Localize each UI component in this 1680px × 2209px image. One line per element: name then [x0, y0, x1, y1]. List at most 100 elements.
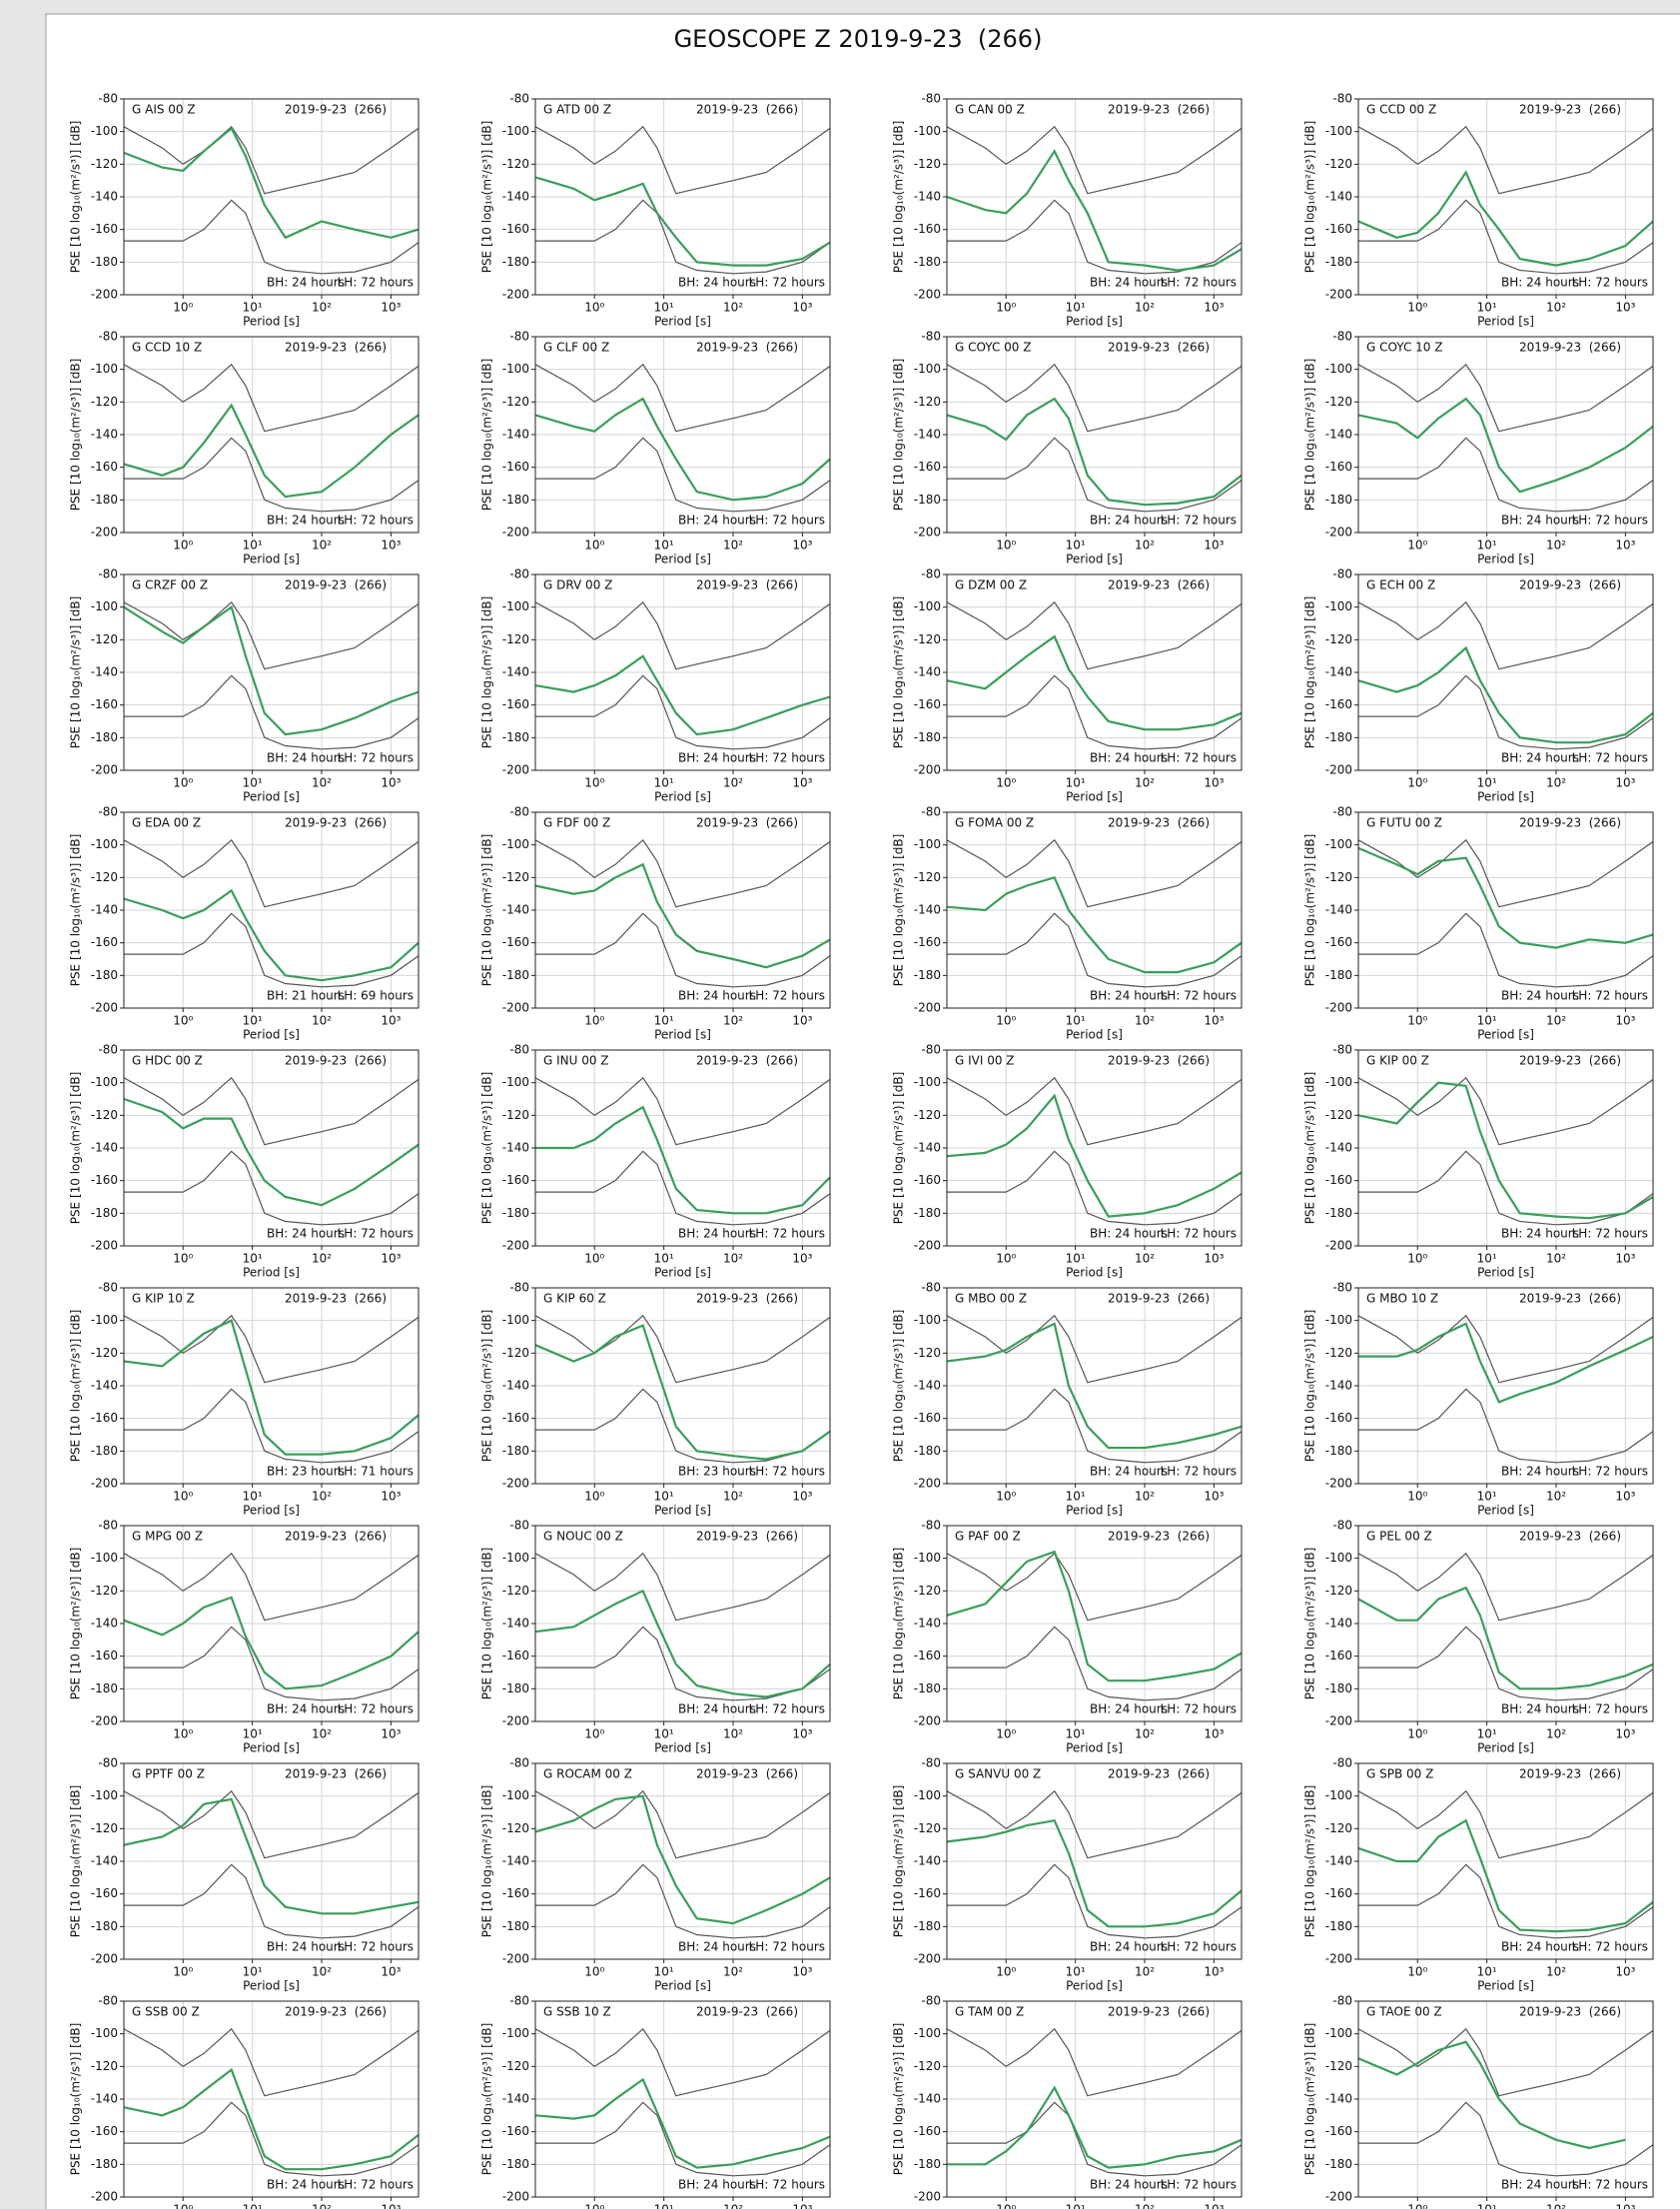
panel-title: G CCD 10 Z: [132, 341, 202, 355]
x-tick-label: 10⁰: [1407, 301, 1427, 315]
x-axis-label: Period [s]: [654, 552, 711, 566]
panel-title: G NOUC 00 Z: [543, 1530, 623, 1544]
series-line: [124, 1150, 420, 1226]
y-axis-label: PSE [10 log₁₀(m²/s³)] [dB]: [69, 121, 83, 274]
series-line: [1357, 2027, 1654, 2097]
panel-title: G CLF 00 Z: [543, 341, 609, 355]
annotation: BH: 24 hours: [267, 276, 345, 290]
y-axis-label: PSE [10 log₁₀(m²/s³)] [dB]: [480, 1072, 494, 1225]
annotation: BH: 24 hours: [1090, 276, 1168, 290]
annotation: LH: 72 hours: [1572, 514, 1648, 528]
y-tick-label: -80: [509, 92, 529, 106]
y-tick-label: -100: [91, 2026, 118, 2040]
y-tick-label: -80: [921, 330, 941, 344]
y-tick-label: -120: [91, 157, 118, 171]
panel-subtitle: 2019-9-23 (266): [1519, 578, 1621, 592]
y-tick-label: -140: [502, 1379, 529, 1393]
y-tick-label: -120: [502, 395, 529, 409]
x-tick-label: 10³: [381, 1014, 401, 1028]
y-tick-label: -100: [502, 124, 529, 138]
series-line: [124, 437, 420, 513]
y-tick-label: -140: [914, 428, 941, 442]
plot-frame: [1357, 336, 1654, 534]
y-tick-label: -180: [1325, 730, 1352, 744]
panel-subtitle: 2019-9-23 (266): [1519, 1054, 1621, 1068]
y-tick-label: -160: [91, 460, 118, 474]
x-tick-label: 10⁰: [584, 1014, 604, 1028]
x-tick-label: 10²: [1135, 1965, 1155, 1979]
plot-frame: [946, 1287, 1243, 1485]
panel-title: G SANVU 00 Z: [955, 1767, 1041, 1781]
series-line: [1357, 1818, 1654, 1933]
y-tick-label: -120: [914, 2059, 941, 2073]
x-tick-label: 10³: [792, 1490, 812, 1504]
y-tick-label: -160: [502, 935, 529, 949]
plot-frame: [946, 1049, 1243, 1247]
y-axis-label: PSE [10 log₁₀(m²/s³)] [dB]: [69, 2023, 83, 2176]
x-tick-label: 10⁰: [996, 301, 1016, 315]
series-line: [534, 2077, 831, 2169]
y-tick-label: -120: [502, 1584, 529, 1598]
x-tick-label: 10³: [1615, 1252, 1635, 1266]
y-tick-label: -120: [502, 1108, 529, 1122]
figure-title: GEOSCOPE Z 2019-9-23 (266): [674, 25, 1043, 53]
y-tick-label: -140: [91, 665, 118, 679]
y-axis-label: PSE [10 log₁₀(m²/s³)] [dB]: [892, 2023, 906, 2176]
x-tick-label: 10²: [723, 2203, 743, 2209]
x-tick-label: 10¹: [1066, 1727, 1086, 1741]
y-tick-label: -180: [914, 493, 941, 507]
panel-title: G DZM 00 Z: [955, 578, 1027, 592]
series-line: [534, 862, 831, 969]
x-axis-label: Period [s]: [1066, 1741, 1123, 1755]
y-tick-label: -120: [1325, 157, 1352, 171]
y-tick-label: -160: [1325, 222, 1352, 236]
x-tick-label: 10¹: [654, 1014, 674, 1028]
x-tick-label: 10¹: [1477, 776, 1497, 790]
y-tick-label: -80: [98, 1756, 118, 1770]
x-tick-label: 10³: [1615, 1014, 1635, 1028]
y-tick-label: -120: [91, 1584, 118, 1598]
series-line: [1358, 1150, 1654, 1226]
x-tick-label: 10¹: [243, 1252, 263, 1266]
y-axis-label: PSE [10 log₁₀(m²/s³)] [dB]: [1303, 834, 1317, 987]
panel-subtitle: 2019-9-23 (266): [1108, 578, 1210, 592]
x-tick-label: 10¹: [1066, 2203, 1086, 2209]
y-tick-label: -120: [502, 157, 529, 171]
y-tick-label: -80: [509, 330, 529, 344]
series-line: [534, 1314, 831, 1384]
series-line: [946, 363, 1243, 433]
annotation: LH: 72 hours: [1572, 276, 1648, 290]
y-tick-label: -200: [914, 526, 941, 540]
series-line: [946, 1818, 1243, 1928]
x-tick-label: 10²: [1546, 1252, 1566, 1266]
y-axis-label: PSE [10 log₁₀(m²/s³)] [dB]: [892, 1310, 906, 1463]
y-tick-label: -120: [914, 395, 941, 409]
y-tick-label: -140: [502, 190, 529, 204]
y-axis-label: PSE [10 log₁₀(m²/s³)] [dB]: [480, 596, 494, 749]
x-tick-label: 10¹: [654, 776, 674, 790]
series-line: [946, 838, 1243, 908]
panel-title: G PEL 00 Z: [1366, 1530, 1432, 1544]
annotation: BH: 24 hours: [1090, 989, 1168, 1003]
y-tick-label: -140: [502, 1141, 529, 1155]
x-tick-label: 10¹: [1066, 776, 1086, 790]
panel-subtitle: 2019-9-23 (266): [1108, 1054, 1210, 1068]
y-tick-label: -140: [91, 1379, 118, 1393]
annotation: BH: 24 hours: [267, 514, 345, 528]
y-tick-label: -80: [921, 567, 941, 581]
series-line: [946, 875, 1243, 974]
panel-title: G ATD 00 Z: [543, 103, 611, 117]
y-tick-label: -200: [914, 1477, 941, 1491]
x-tick-label: 10⁰: [173, 301, 193, 315]
series-line: [1357, 1081, 1654, 1220]
annotation: LH: 72 hours: [749, 1940, 825, 1954]
series-line: [535, 199, 831, 275]
y-tick-label: -140: [502, 1854, 529, 1868]
series-line: [947, 1388, 1243, 1464]
x-axis-label: Period [s]: [243, 1979, 300, 1993]
x-axis-label: Period [s]: [1066, 1266, 1123, 1280]
x-tick-label: 10³: [792, 776, 812, 790]
y-tick-label: -140: [914, 2092, 941, 2106]
panel-subtitle: 2019-9-23 (266): [696, 1054, 798, 1068]
